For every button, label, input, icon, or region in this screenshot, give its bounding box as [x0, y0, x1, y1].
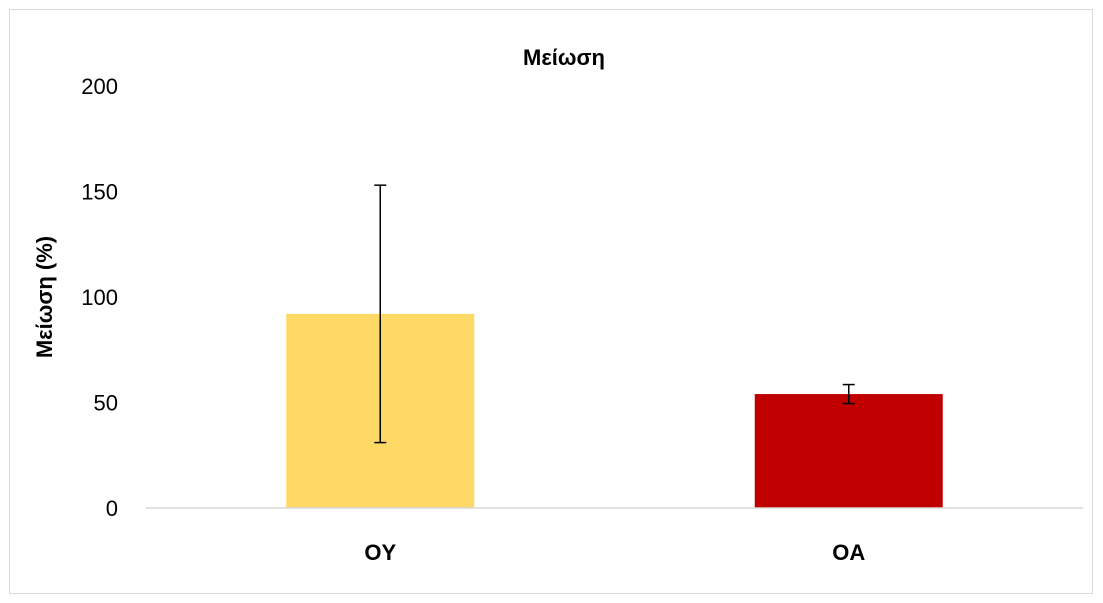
bars [286, 313, 943, 508]
x-tick-label: OY [364, 540, 396, 565]
error-bars [374, 184, 855, 444]
error-bar-oa [842, 383, 855, 405]
x-axis-ticks: OY OA [364, 540, 865, 565]
y-axis-label: Μείωση (%) [32, 236, 57, 358]
y-tick-label: 100 [81, 285, 118, 310]
error-bar-oy [374, 184, 387, 444]
y-axis-ticks: 0 50 100 150 200 [81, 74, 118, 521]
x-tick-label: OA [832, 540, 865, 565]
y-tick-label: 50 [94, 391, 118, 416]
y-tick-label: 150 [81, 180, 118, 205]
bar-oa [754, 394, 943, 508]
chart-title: Μείωση [523, 45, 605, 70]
y-tick-label: 0 [106, 496, 118, 521]
y-tick-label: 200 [81, 74, 118, 99]
